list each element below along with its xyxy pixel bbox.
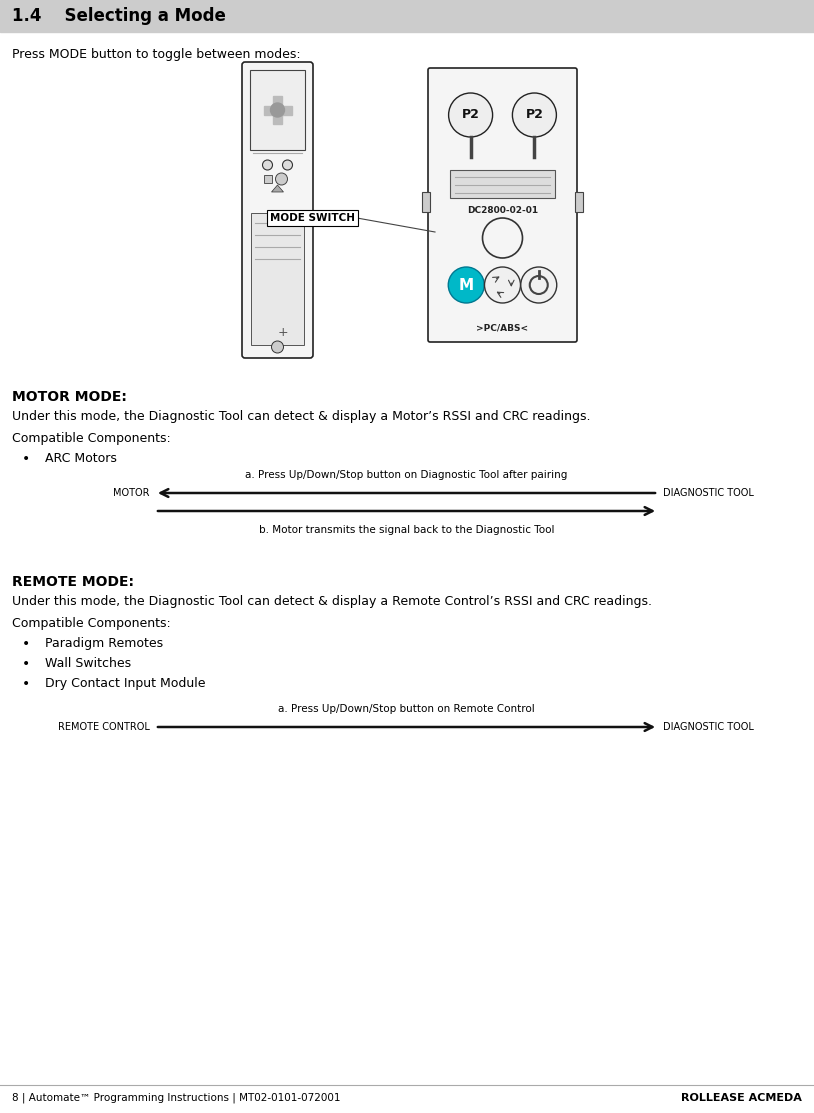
Circle shape (483, 218, 523, 258)
Text: P2: P2 (462, 108, 479, 121)
Text: •: • (22, 677, 30, 691)
Text: MODE SWITCH: MODE SWITCH (270, 213, 355, 223)
Bar (422, 191, 430, 211)
Text: REMOTE CONTROL: REMOTE CONTROL (58, 722, 150, 732)
Text: Dry Contact Input Module: Dry Contact Input Module (45, 677, 205, 690)
Bar (450, 170, 555, 198)
Text: Compatible Components:: Compatible Components: (12, 432, 171, 445)
Text: a. Press Up/Down/Stop button on Remote Control: a. Press Up/Down/Stop button on Remote C… (278, 705, 535, 715)
Text: REMOTE MODE:: REMOTE MODE: (12, 575, 134, 589)
Text: MOTOR: MOTOR (113, 487, 150, 498)
Text: 1.4    Selecting a Mode: 1.4 Selecting a Mode (12, 7, 225, 24)
Circle shape (272, 341, 283, 353)
Bar (575, 191, 583, 211)
Text: DC2800-02-01: DC2800-02-01 (467, 206, 538, 215)
Text: ARC Motors: ARC Motors (45, 452, 117, 465)
Circle shape (275, 173, 287, 185)
Text: Under this mode, the Diagnostic Tool can detect & display a Motor’s RSSI and CRC: Under this mode, the Diagnostic Tool can… (12, 410, 590, 423)
Circle shape (262, 160, 273, 170)
Text: DIAGNOSTIC TOOL: DIAGNOSTIC TOOL (663, 722, 754, 732)
Circle shape (521, 267, 557, 303)
Text: b. Motor transmits the signal back to the Diagnostic Tool: b. Motor transmits the signal back to th… (259, 525, 554, 535)
Bar (0, 0, 814, 32)
Text: a. Press Up/Down/Stop button on Diagnostic Tool after pairing: a. Press Up/Down/Stop button on Diagnost… (245, 470, 567, 480)
Text: ROLLEASE ACMEDA: ROLLEASE ACMEDA (681, 1093, 802, 1103)
Text: MOTOR MODE:: MOTOR MODE: (12, 390, 127, 404)
Text: Paradigm Remotes: Paradigm Remotes (45, 637, 163, 650)
Bar (250, 70, 305, 150)
Text: M: M (458, 277, 474, 293)
Text: Wall Switches: Wall Switches (45, 657, 131, 670)
Bar (264, 106, 291, 115)
Text: DIAGNOSTIC TOOL: DIAGNOSTIC TOOL (663, 487, 754, 498)
Circle shape (484, 267, 520, 303)
Text: +: + (278, 326, 288, 339)
Text: 8 | Automate™ Programming Instructions | MT02-0101-072001: 8 | Automate™ Programming Instructions |… (12, 1093, 340, 1103)
Text: Compatible Components:: Compatible Components: (12, 617, 171, 630)
Bar (264, 175, 272, 183)
Text: Under this mode, the Diagnostic Tool can detect & display a Remote Control’s RSS: Under this mode, the Diagnostic Tool can… (12, 595, 652, 608)
Circle shape (512, 93, 557, 137)
Polygon shape (272, 185, 283, 193)
Text: >PC/ABS<: >PC/ABS< (476, 324, 528, 333)
Circle shape (449, 267, 484, 303)
Text: •: • (22, 657, 30, 671)
Bar (251, 213, 304, 345)
Circle shape (270, 104, 285, 117)
Text: •: • (22, 637, 30, 651)
FancyBboxPatch shape (428, 68, 577, 342)
Bar (273, 96, 282, 124)
Text: •: • (22, 452, 30, 466)
FancyBboxPatch shape (242, 62, 313, 358)
Text: Press MODE button to toggle between modes:: Press MODE button to toggle between mode… (12, 48, 300, 61)
Circle shape (449, 93, 492, 137)
Circle shape (282, 160, 292, 170)
Text: P2: P2 (526, 108, 543, 121)
